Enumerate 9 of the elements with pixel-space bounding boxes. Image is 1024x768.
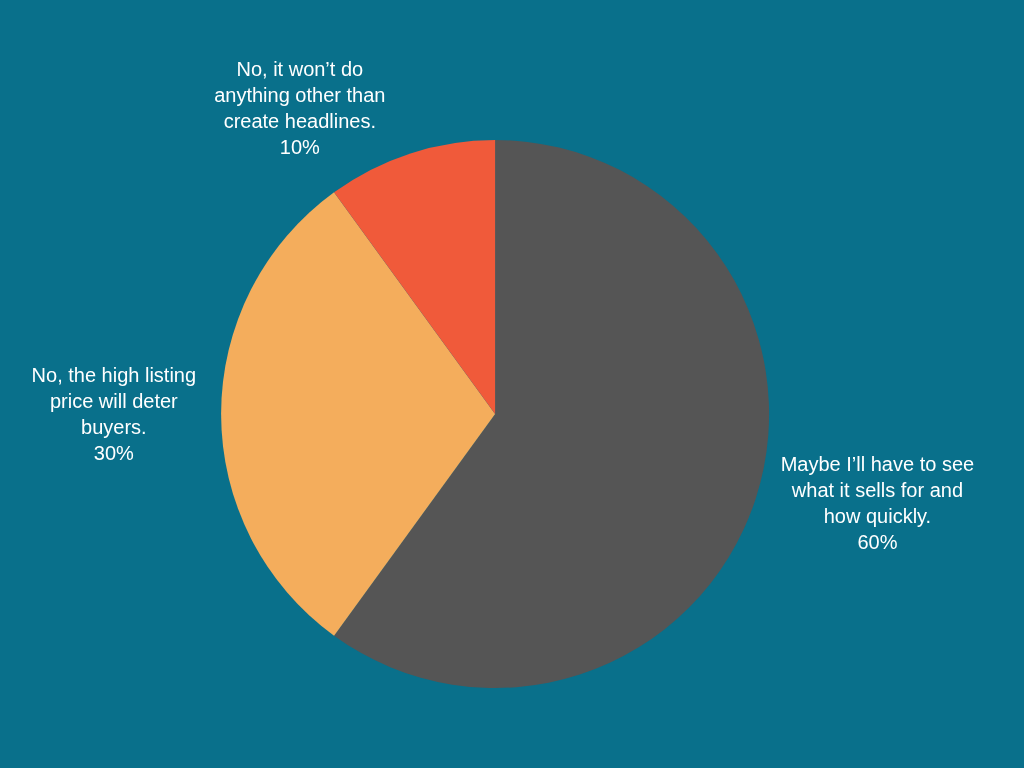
pie-slice xyxy=(334,140,770,688)
data-label: 10% xyxy=(279,136,321,159)
pie-slice xyxy=(334,140,496,414)
slice-label: Maybe I’ll have to see what it sells for and how quickly. xyxy=(780,453,975,528)
data-label: 60% xyxy=(857,531,898,554)
slice-label: No, the high listing price will deter buyers. xyxy=(31,364,197,438)
slice-label: No, it won’t do anything other than create headlines. xyxy=(214,58,386,133)
pie-slice xyxy=(221,192,496,636)
data-label: 30% xyxy=(93,442,135,464)
